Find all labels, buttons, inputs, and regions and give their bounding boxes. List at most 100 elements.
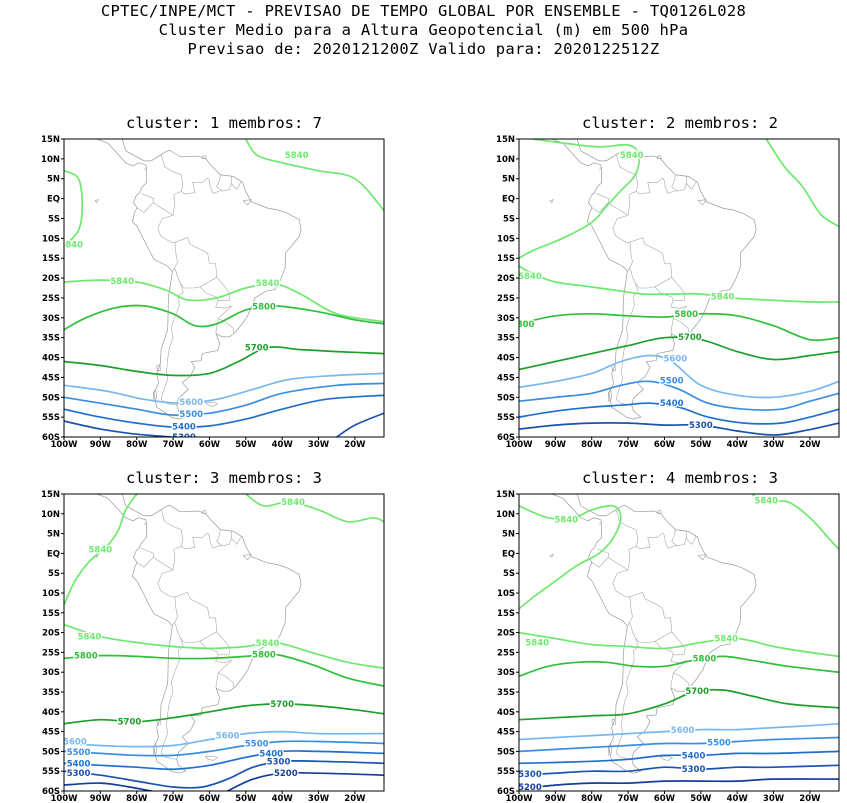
- contour-label-5700: 5700: [270, 700, 294, 710]
- lon-label: 80W: [126, 794, 148, 803]
- country-border: [599, 167, 603, 171]
- lat-label: 10N: [41, 155, 60, 165]
- contour-label-5840: 5840: [281, 498, 305, 508]
- contour-5400: [519, 750, 839, 765]
- map-frame: [518, 493, 840, 792]
- contour-5500: [519, 736, 839, 753]
- island-outline: [697, 199, 707, 206]
- island-outline: [607, 388, 613, 402]
- lat-label: EQ: [502, 549, 515, 559]
- contour-5500: [64, 740, 384, 757]
- contour-label-5300: 5300: [682, 765, 706, 775]
- lon-label: 20W: [344, 794, 366, 803]
- panel-cluster-2: 5840 5840 5840 5800 5800 5700 5600 5500 5400 5300…: [496, 135, 840, 450]
- island-outline: [697, 554, 707, 561]
- lon-label: 100W: [50, 440, 78, 450]
- island-outline: [657, 155, 662, 159]
- contour-5840: [519, 139, 641, 260]
- lat-label: 10N: [41, 510, 60, 520]
- lon-label: 40W: [272, 440, 294, 450]
- contour-5840: [765, 139, 839, 228]
- panel-4-title: cluster: 4 membros: 3: [582, 469, 778, 487]
- contour-label-5200: 5200: [518, 783, 542, 793]
- contour-label-5840: 5840: [518, 272, 542, 282]
- contour-5840: [519, 265, 839, 303]
- country-border: [612, 508, 639, 627]
- contour-label-5840: 5840: [256, 639, 280, 649]
- lat-label: 20S: [42, 274, 60, 284]
- island-outline: [152, 388, 158, 402]
- contour-5300: [64, 759, 384, 789]
- lat-label: 15S: [497, 254, 515, 264]
- contour-label-5400: 5400: [172, 422, 196, 432]
- lon-label: 60W: [199, 440, 221, 450]
- lat-label: 5N: [502, 530, 515, 540]
- panel-2-map: 5840 5840 5840 5800 5800 5700 5600 5500 5400 5300…: [496, 135, 840, 450]
- lat-label: 5N: [47, 175, 60, 185]
- lon-label: 30W: [763, 440, 785, 450]
- island-outline: [204, 401, 219, 407]
- country-border: [199, 277, 231, 301]
- lat-label: 25S: [42, 294, 60, 304]
- lat-label: 15N: [496, 490, 515, 500]
- country-border: [662, 532, 678, 549]
- contour-label-5700: 5700: [245, 344, 269, 354]
- lon-label: 90W: [90, 440, 112, 450]
- lat-label: 10S: [42, 589, 60, 599]
- contour-5800: [64, 304, 384, 331]
- lat-label: 5N: [502, 175, 515, 185]
- map-frame: [518, 138, 840, 438]
- island-outline: [152, 742, 158, 757]
- island-outline: [156, 364, 161, 371]
- country-border: [218, 672, 235, 688]
- contour-label-5840: 5840: [525, 639, 549, 649]
- lat-label: 30S: [497, 668, 515, 678]
- contour-5400: [519, 402, 839, 425]
- contour-5300: [64, 420, 174, 437]
- country-border: [174, 591, 218, 643]
- lat-label: 15N: [41, 490, 60, 500]
- contour-label-5800: 5800: [252, 303, 276, 313]
- island-outline: [657, 510, 662, 514]
- country-border: [174, 237, 218, 289]
- lon-label: 80W: [126, 440, 148, 450]
- lon-label: 70W: [162, 440, 184, 450]
- panel-cluster-4: 5840 5840 5840 5840 5800 5700 5600 5500 5400 5300…: [496, 490, 840, 803]
- lon-label: 100W: [50, 794, 78, 803]
- country-border: [671, 174, 687, 192]
- contour-label-5400: 5400: [660, 399, 684, 409]
- lat-label: 15S: [497, 609, 515, 619]
- south-america-coastline: [519, 139, 757, 420]
- country-border: [215, 654, 233, 689]
- lat-label: 35S: [497, 334, 515, 344]
- country-border: [231, 536, 242, 545]
- lat-label: 55S: [497, 413, 515, 423]
- header-line-1: CPTEC/INPE/MCT - PREVISAO DE TEMPO GLOBA…: [100, 2, 747, 20]
- country-border: [686, 181, 697, 190]
- lon-label: 20W: [799, 794, 821, 803]
- lat-label: 25S: [497, 294, 515, 304]
- lon-label: 50W: [690, 440, 712, 450]
- lat-label: 10S: [42, 234, 60, 244]
- lat-label: 30S: [497, 314, 515, 324]
- contour-5700: [64, 703, 384, 725]
- island-outline: [549, 553, 554, 558]
- lat-label: 30S: [42, 314, 60, 324]
- lat-label: 5S: [503, 569, 515, 579]
- panel-cluster-1: 5840 5840 5840 5840 5800 5700 5600 5500 5400 5300…: [41, 135, 385, 450]
- contour-5700: [519, 688, 839, 721]
- country-border: [670, 300, 688, 334]
- island-outline: [549, 199, 554, 204]
- lon-label: 30W: [308, 794, 330, 803]
- lon-label: 40W: [727, 794, 749, 803]
- country-border: [599, 521, 603, 526]
- lon-label: 50W: [235, 440, 257, 450]
- lon-label: 90W: [90, 794, 112, 803]
- country-border: [216, 529, 232, 547]
- country-border: [231, 181, 242, 190]
- island-outline: [94, 199, 99, 204]
- lat-label: 45S: [497, 728, 515, 738]
- country-border: [591, 547, 610, 568]
- contour-label-5840: 5840: [620, 151, 644, 161]
